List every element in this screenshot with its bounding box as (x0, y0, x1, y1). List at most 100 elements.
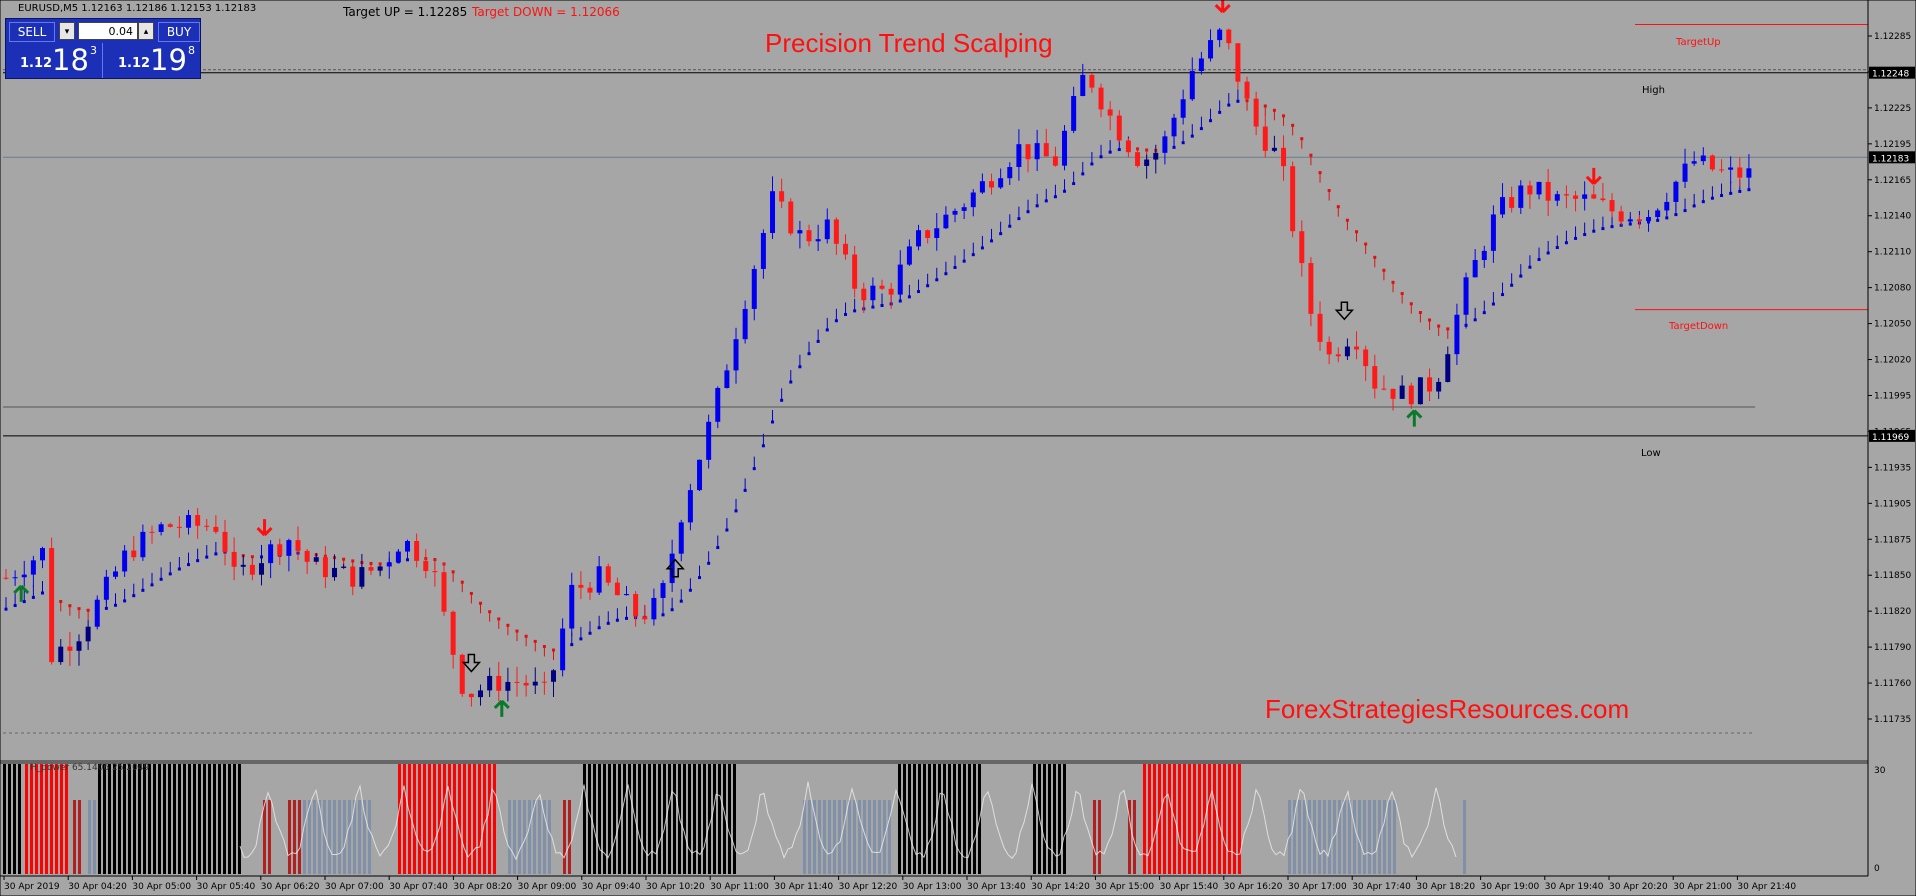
candle-body (788, 201, 794, 234)
histogram-bar (343, 800, 346, 874)
ma-dot (542, 644, 546, 648)
candle-body (1354, 346, 1360, 350)
histogram-bar (478, 764, 481, 874)
lot-size-input[interactable]: 0.04 (78, 22, 138, 40)
histogram-bar (188, 764, 191, 874)
histogram-bar (723, 764, 726, 874)
candle (1080, 63, 1086, 97)
candle (760, 229, 766, 279)
histogram-bar (128, 764, 131, 874)
ma-dot (606, 621, 610, 625)
histogram-bar (223, 764, 226, 874)
candle (998, 168, 1004, 190)
histogram-bar (653, 764, 656, 874)
histogram-bar (303, 800, 306, 874)
candle (788, 198, 794, 236)
ma-dot (506, 623, 510, 627)
ma-dot (917, 290, 921, 294)
candle-body (989, 181, 995, 188)
candle (49, 537, 55, 665)
candle-body (1390, 388, 1396, 399)
histogram-bar (98, 764, 101, 874)
candle (697, 459, 703, 492)
candle-body (1573, 195, 1579, 199)
histogram-bar (878, 800, 881, 874)
histogram-bar (1063, 764, 1066, 874)
histogram-bar (168, 764, 171, 874)
ma-dot (807, 352, 811, 356)
candle-body (1290, 166, 1296, 232)
candle-body (1518, 185, 1524, 208)
ma-dot (771, 420, 775, 424)
histogram-bar (178, 764, 181, 874)
candle (1417, 377, 1423, 405)
histogram-bar (1238, 764, 1241, 874)
candle-body (815, 239, 821, 242)
candle-body (733, 339, 739, 371)
candle (1372, 354, 1378, 399)
candle (103, 569, 109, 604)
histogram-bar (368, 800, 371, 874)
time-tick-label: 30 Apr 17:00 (1288, 882, 1347, 892)
time-tick-label: 30 Apr 11:40 (774, 882, 833, 892)
candle (341, 563, 347, 569)
candle (1180, 89, 1186, 125)
buy-price[interactable]: 1.12 19 8 (104, 43, 200, 78)
time-tick-label: 30 Apr 13:40 (967, 882, 1026, 892)
ma-dot (1747, 188, 1751, 192)
candle (505, 667, 511, 702)
ma-dot (1610, 225, 1614, 229)
candle (58, 639, 64, 665)
ma-dot (752, 467, 756, 471)
histogram-bar (1393, 800, 1396, 874)
signal-arrow (493, 699, 510, 717)
candle (1381, 375, 1387, 391)
ma-dot (1282, 114, 1286, 118)
lot-decrease-button[interactable]: ▾ (59, 22, 75, 40)
histogram-bar (683, 764, 686, 874)
candle (824, 208, 830, 244)
ma-dot (1236, 99, 1240, 103)
candle-body (1746, 168, 1752, 178)
lot-increase-button[interactable]: ▴ (138, 22, 154, 40)
candle (1746, 154, 1752, 189)
candle-body (1107, 109, 1113, 116)
candle-body (322, 557, 328, 578)
candle-body (1217, 29, 1223, 41)
ma-dot (433, 558, 437, 562)
candle (1655, 209, 1661, 220)
histogram-bar (1358, 800, 1361, 874)
symbol-info: EURUSD,M5 1.12163 1.12186 1.12153 1.1218… (18, 3, 257, 14)
candle (478, 684, 484, 706)
candle (943, 206, 949, 230)
candle-body (833, 219, 839, 244)
ma-dot (980, 246, 984, 250)
candle (432, 565, 438, 587)
histogram-bar (808, 800, 811, 874)
candle-body (1627, 219, 1633, 222)
buy-button[interactable]: BUY (158, 22, 200, 42)
histogram-bar (803, 800, 806, 874)
price-tick-label: 1.12225 (1874, 104, 1911, 114)
histogram-bar (828, 800, 831, 874)
candle-body (1198, 58, 1204, 72)
price-tag-label: 1.12248 (1872, 70, 1909, 80)
candle (295, 526, 301, 561)
ma-dot (1081, 172, 1085, 176)
time-tick-label: 30 Apr 13:00 (903, 882, 962, 892)
one-click-trading-panel: SELL ▾ 0.04 ▴ BUY 1.12 18 3 1.12 19 8 (5, 18, 201, 79)
sell-button[interactable]: SELL (9, 22, 55, 42)
sell-price[interactable]: 1.12 18 3 (6, 43, 103, 78)
candle-body (1682, 163, 1688, 182)
candle (989, 173, 995, 195)
ma-dot (1318, 171, 1322, 175)
candle (487, 667, 493, 697)
histogram-bar (293, 800, 296, 874)
candle-body (1372, 366, 1378, 389)
histogram-bar (78, 800, 81, 874)
candle-body (879, 285, 885, 289)
candle (76, 634, 82, 666)
candle (1107, 101, 1113, 131)
candle-body (58, 646, 64, 663)
